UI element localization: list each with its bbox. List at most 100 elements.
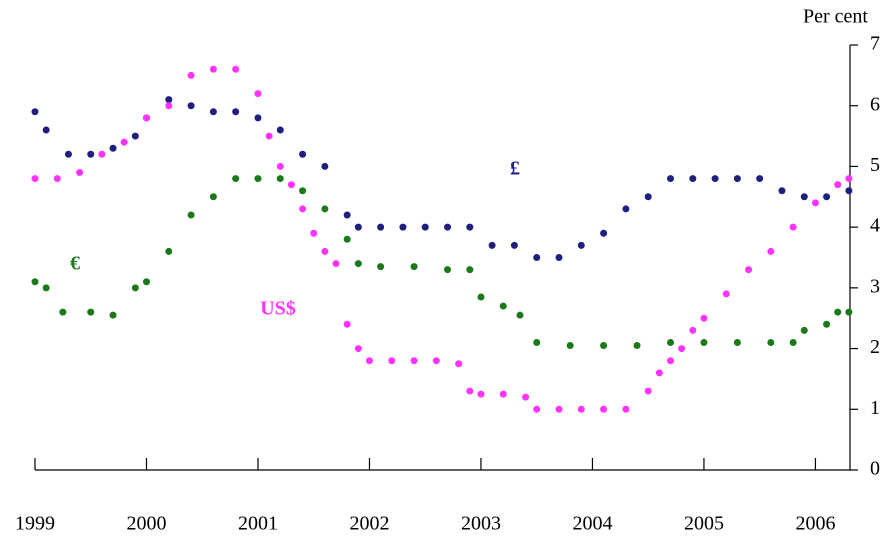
- point: [789, 223, 797, 231]
- x-tick-label: 2005: [684, 513, 724, 535]
- x-tick-label: 1999: [15, 513, 55, 535]
- point: [254, 175, 262, 183]
- point: [388, 357, 396, 365]
- point: [254, 90, 262, 98]
- point: [666, 339, 674, 346]
- point: [800, 326, 808, 334]
- point: [377, 263, 385, 271]
- point: [845, 308, 853, 316]
- point: [823, 193, 831, 201]
- point: [165, 247, 173, 255]
- point: [600, 229, 608, 237]
- y-tick-label: 0: [870, 458, 880, 480]
- point: [377, 223, 385, 231]
- point: [622, 405, 630, 413]
- point: [265, 132, 273, 140]
- point: [64, 150, 72, 158]
- point: [254, 114, 262, 122]
- point: [845, 187, 853, 195]
- point: [778, 187, 786, 195]
- point: [655, 369, 663, 377]
- point: [299, 187, 307, 195]
- point: [87, 150, 95, 158]
- point: [789, 339, 797, 346]
- point: [577, 405, 585, 413]
- point: [321, 247, 329, 255]
- point: [232, 65, 240, 73]
- point: [76, 169, 84, 176]
- point: [767, 247, 775, 255]
- y-tick-label: 4: [870, 215, 880, 237]
- x-tick-label: 2006: [795, 513, 835, 535]
- point: [466, 223, 474, 231]
- y-tick-label: 5: [870, 154, 880, 176]
- point: [516, 311, 524, 319]
- point: [42, 284, 50, 292]
- point: [555, 254, 563, 261]
- point: [733, 175, 741, 183]
- point: [533, 254, 541, 261]
- point: [811, 199, 819, 207]
- point: [187, 71, 195, 79]
- point: [666, 175, 674, 183]
- point: [466, 387, 474, 395]
- point: [845, 175, 853, 183]
- y-tick-label: 1: [870, 397, 880, 419]
- point: [800, 193, 808, 201]
- point: [142, 278, 150, 286]
- point: [823, 320, 831, 328]
- series-label: £: [510, 158, 520, 180]
- x-tick-label: 2000: [126, 513, 166, 535]
- point: [644, 387, 652, 395]
- point: [276, 175, 284, 183]
- point: [209, 108, 217, 116]
- point: [566, 342, 574, 350]
- point: [232, 108, 240, 116]
- point: [120, 138, 128, 146]
- point: [299, 205, 307, 213]
- point: [365, 357, 373, 365]
- series-label: €: [70, 253, 80, 275]
- x-tick-label: 2001: [238, 513, 278, 535]
- series-label: US$: [260, 298, 296, 320]
- point: [444, 266, 452, 274]
- point: [711, 175, 719, 183]
- point: [455, 360, 463, 368]
- point: [432, 357, 440, 365]
- point: [600, 405, 608, 413]
- point: [678, 345, 686, 353]
- point: [31, 278, 39, 286]
- point: [332, 260, 340, 268]
- y-tick-label: 6: [870, 93, 880, 115]
- point: [421, 223, 429, 231]
- point: [276, 126, 284, 134]
- point: [533, 405, 541, 413]
- point: [187, 102, 195, 110]
- point: [354, 223, 362, 231]
- point: [310, 229, 318, 237]
- point: [555, 405, 563, 413]
- point: [131, 284, 139, 292]
- point: [399, 223, 407, 231]
- point: [343, 320, 351, 328]
- point: [477, 390, 485, 398]
- point: [644, 193, 652, 201]
- point: [98, 150, 106, 158]
- point: [666, 357, 674, 365]
- point: [733, 339, 741, 346]
- x-tick-label: 2004: [572, 513, 612, 535]
- point: [499, 390, 507, 398]
- point: [577, 241, 585, 249]
- point: [31, 108, 39, 116]
- point: [165, 102, 173, 110]
- point: [722, 290, 730, 298]
- point: [109, 144, 117, 152]
- point: [209, 65, 217, 73]
- point: [232, 175, 240, 183]
- x-tick-label: 2003: [461, 513, 501, 535]
- y-tick-label: 7: [870, 33, 880, 55]
- point: [488, 241, 496, 249]
- point: [510, 241, 518, 249]
